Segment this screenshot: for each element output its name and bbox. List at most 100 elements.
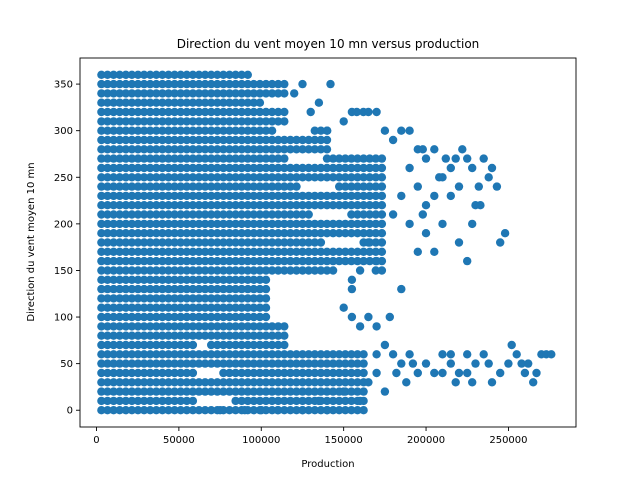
data-point xyxy=(170,163,179,173)
data-point xyxy=(267,266,277,275)
data-point xyxy=(243,247,252,256)
data-point xyxy=(347,247,356,256)
data-point xyxy=(182,312,191,322)
data-point xyxy=(219,312,228,322)
data-point xyxy=(152,210,161,219)
data-point xyxy=(121,378,130,387)
data-point xyxy=(97,378,106,387)
data-point xyxy=(310,359,319,368)
data-point xyxy=(121,350,130,359)
data-point xyxy=(219,154,228,163)
data-point xyxy=(280,191,289,201)
data-point xyxy=(231,98,240,107)
data-point xyxy=(249,182,258,191)
data-point xyxy=(377,210,387,219)
data-point xyxy=(109,312,118,322)
data-point xyxy=(176,350,185,359)
data-point xyxy=(103,247,112,256)
data-point xyxy=(158,378,167,387)
y-axis-title: Direction du vent moyen 10 mn xyxy=(26,162,37,321)
data-point xyxy=(280,266,289,275)
data-point xyxy=(146,340,155,350)
data-point xyxy=(97,303,106,312)
data-point xyxy=(274,173,283,182)
data-point xyxy=(388,135,398,145)
data-point xyxy=(115,191,124,201)
data-point xyxy=(164,275,173,284)
data-point xyxy=(219,284,228,294)
data-point xyxy=(471,359,480,368)
data-point xyxy=(463,368,472,378)
data-point xyxy=(225,312,234,322)
data-point xyxy=(249,173,258,182)
data-point xyxy=(213,145,222,154)
data-point xyxy=(194,201,204,210)
data-point xyxy=(188,387,198,396)
data-point xyxy=(243,163,252,173)
data-point xyxy=(249,79,258,89)
data-point xyxy=(200,229,210,238)
data-point xyxy=(133,126,143,135)
data-point xyxy=(219,182,228,191)
data-point xyxy=(115,117,124,126)
data-point xyxy=(97,229,106,238)
data-point xyxy=(170,378,179,387)
data-point xyxy=(280,89,289,98)
data-point xyxy=(152,229,161,238)
data-point xyxy=(176,229,185,238)
data-point xyxy=(194,266,204,275)
data-point xyxy=(215,406,225,415)
data-point xyxy=(372,322,381,331)
data-point xyxy=(249,135,258,145)
data-point xyxy=(207,126,216,135)
data-point xyxy=(249,275,258,284)
data-point xyxy=(286,229,295,238)
data-point xyxy=(359,201,368,210)
data-point xyxy=(97,126,106,135)
data-point xyxy=(139,79,149,89)
data-point xyxy=(139,275,149,284)
data-point xyxy=(322,350,332,359)
data-point xyxy=(158,107,167,117)
data-point xyxy=(231,163,240,173)
data-point xyxy=(304,406,313,415)
data-point xyxy=(328,256,338,266)
data-point xyxy=(200,331,210,340)
data-point xyxy=(280,135,289,145)
data-point xyxy=(286,256,295,266)
data-point xyxy=(335,359,344,368)
data-point xyxy=(316,191,326,201)
data-point xyxy=(286,350,295,359)
data-point xyxy=(365,154,374,163)
data-point xyxy=(468,219,477,229)
data-point xyxy=(237,173,246,182)
data-point xyxy=(139,163,149,173)
data-point xyxy=(188,191,198,201)
data-point xyxy=(225,89,234,98)
data-point xyxy=(219,266,228,275)
data-point xyxy=(237,368,246,378)
data-point xyxy=(103,70,112,80)
data-point xyxy=(213,89,222,98)
data-point xyxy=(121,406,130,415)
data-point xyxy=(170,191,179,201)
data-point xyxy=(261,294,271,303)
x-tick-label: 250000 xyxy=(489,435,527,446)
data-point xyxy=(520,368,530,378)
x-tick-label: 0 xyxy=(93,435,99,446)
data-point xyxy=(261,107,271,117)
data-point xyxy=(133,98,143,107)
data-point xyxy=(146,312,155,322)
data-point xyxy=(341,368,350,378)
data-point xyxy=(127,70,137,80)
data-point xyxy=(158,284,167,294)
data-point xyxy=(243,154,252,163)
data-point xyxy=(353,210,362,219)
data-point xyxy=(430,247,439,256)
data-point xyxy=(158,406,167,415)
data-point xyxy=(397,284,406,294)
data-point xyxy=(158,191,167,201)
data-point xyxy=(255,312,265,322)
data-point xyxy=(97,396,106,406)
data-point xyxy=(304,368,313,378)
